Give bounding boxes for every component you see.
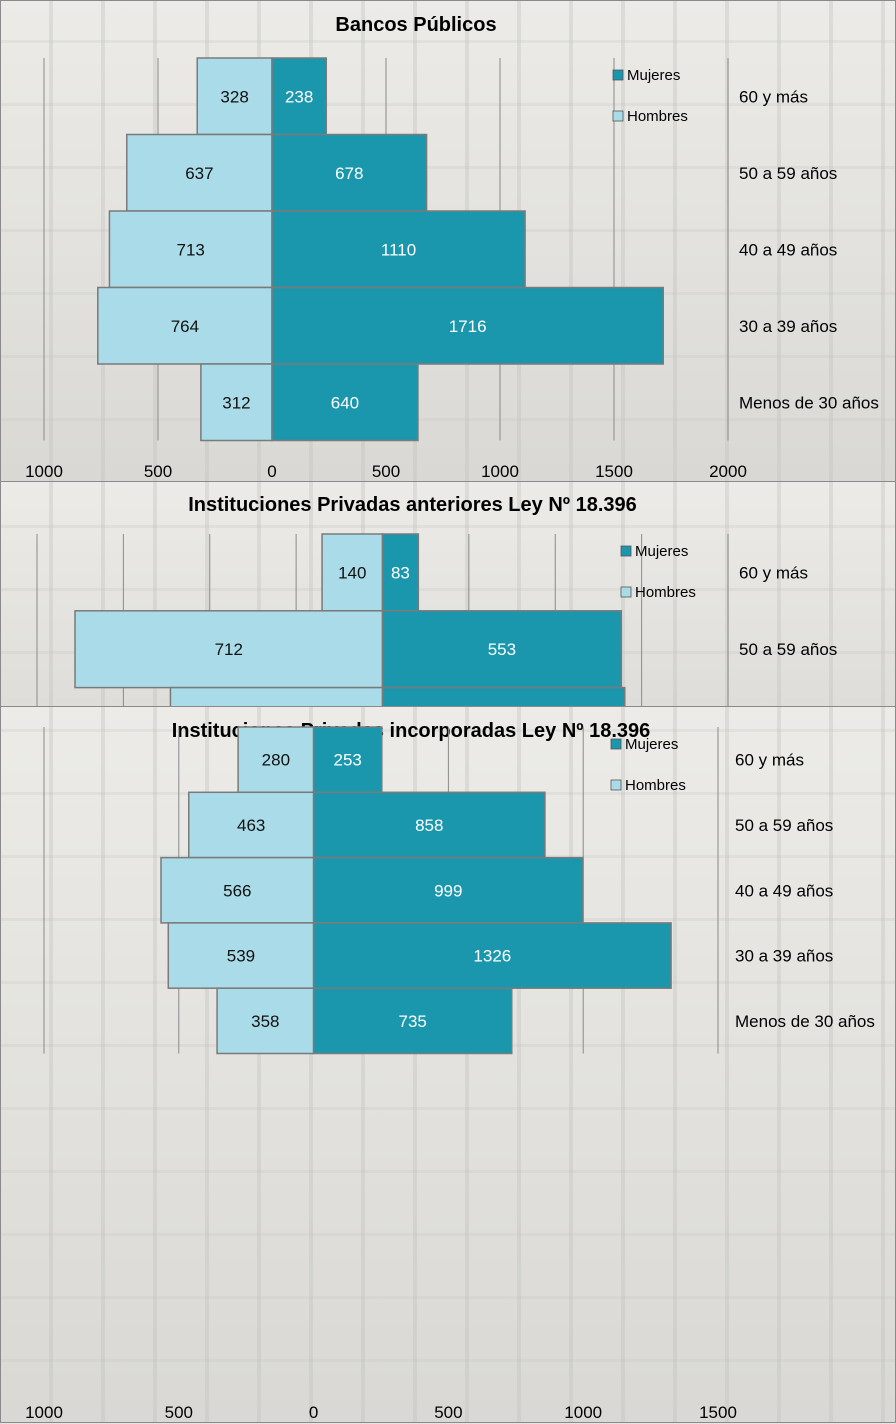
category-label: 50 a 59 años xyxy=(739,164,837,183)
category-label: 30 a 39 años xyxy=(739,317,837,336)
legend-swatch-mujeres xyxy=(612,69,624,81)
x-tick-label: 1500 xyxy=(699,1403,737,1422)
data-label-mujeres: 735 xyxy=(398,1012,426,1031)
bar-mujeres xyxy=(271,57,328,136)
data-label-hombres: 566 xyxy=(223,881,251,900)
data-label-mujeres: 253 xyxy=(334,751,362,770)
bar-hombres xyxy=(108,210,273,289)
data-label-hombres: 140 xyxy=(338,563,366,582)
legend-label-mujeres: Mujeres xyxy=(625,736,678,753)
bar-mujeres xyxy=(271,133,428,212)
legend-label-hombres: Hombres xyxy=(635,584,696,601)
bar-mujeres xyxy=(271,363,419,442)
chart-legend: Mujeres Hombres xyxy=(610,736,686,794)
data-label-hombres: 539 xyxy=(227,947,255,966)
x-tick-label: 500 xyxy=(372,462,400,481)
bar-mujeres xyxy=(312,726,383,794)
x-tick-label: 0 xyxy=(267,462,276,481)
bar-hombres xyxy=(188,791,315,859)
data-label-mujeres: 1110 xyxy=(381,240,416,259)
bar-hombres xyxy=(167,922,315,989)
data-label-hombres: 328 xyxy=(220,87,248,106)
bar-mujeres xyxy=(312,791,546,859)
data-label-hombres: 713 xyxy=(177,240,205,259)
data-label-mujeres: 553 xyxy=(488,640,516,659)
legend-swatch-hombres xyxy=(612,110,624,122)
x-tick-label: 500 xyxy=(144,462,172,481)
chart-panel-bancos-publicos: Bancos Públicos 328 238 60 y más 637 678 50 a … xyxy=(0,0,896,482)
category-label: 40 a 49 años xyxy=(735,881,833,900)
x-tick-label: 1500 xyxy=(595,462,633,481)
category-label: 30 a 39 años xyxy=(735,947,833,966)
category-label: 60 y más xyxy=(735,751,804,770)
data-label-hombres: 358 xyxy=(251,1012,279,1031)
x-tick-label: 500 xyxy=(165,1403,193,1422)
legend-label-mujeres: Mujeres xyxy=(627,67,680,84)
bar-mujeres xyxy=(381,610,623,689)
data-label-mujeres: 238 xyxy=(285,87,313,106)
legend-swatch-hombres xyxy=(610,779,622,791)
bar-hombres xyxy=(200,363,273,442)
category-label: Menos de 30 años xyxy=(739,393,879,412)
pyramid-chart-privadas-incorporadas: Instituciones Privadas incorporadas Ley … xyxy=(25,720,875,1422)
category-label: 50 a 59 años xyxy=(739,640,837,659)
data-label-hombres: 764 xyxy=(171,317,199,336)
chart-panel-privadas-incorporadas: Instituciones Privadas incorporadas Ley … xyxy=(0,706,896,1423)
chart-legend: Mujeres Hombres xyxy=(620,543,696,601)
data-label-mujeres: 1716 xyxy=(449,317,487,336)
bar-mujeres xyxy=(271,286,664,365)
category-label: Menos de 30 años xyxy=(735,1012,875,1031)
bar-mujeres xyxy=(381,533,420,612)
bar-mujeres xyxy=(312,987,513,1055)
bar-mujeres xyxy=(312,856,584,924)
category-label: 60 y más xyxy=(739,87,808,106)
chart-title: Instituciones Privadas anteriores Ley Nº… xyxy=(188,494,637,516)
x-tick-label: 1000 xyxy=(25,462,63,481)
data-label-hombres: 637 xyxy=(185,164,213,183)
data-label-mujeres: 999 xyxy=(434,881,462,900)
category-label: 60 y más xyxy=(739,563,808,582)
bar-hombres xyxy=(237,726,315,794)
data-label-mujeres: 640 xyxy=(331,393,359,412)
category-label: 40 a 49 años xyxy=(739,240,837,259)
legend-label-mujeres: Mujeres xyxy=(635,543,688,560)
bar-hombres xyxy=(74,610,384,689)
x-tick-label: 1000 xyxy=(481,462,519,481)
data-label-mujeres: 83 xyxy=(391,563,410,582)
x-tick-label: 2000 xyxy=(709,462,747,481)
legend-swatch-hombres xyxy=(620,586,632,598)
bar-hombres xyxy=(160,856,315,924)
x-tick-label: 1000 xyxy=(564,1403,602,1422)
legend-swatch-mujeres xyxy=(620,545,632,557)
data-label-mujeres: 678 xyxy=(335,164,363,183)
category-label: 50 a 59 años xyxy=(735,816,833,835)
legend-swatch-mujeres xyxy=(610,738,622,750)
x-tick-label: 1000 xyxy=(25,1403,63,1422)
chart-legend: Mujeres Hombres xyxy=(612,67,688,125)
bar-hombres xyxy=(126,133,273,212)
legend-label-hombres: Hombres xyxy=(627,108,688,125)
data-label-mujeres: 1326 xyxy=(473,947,511,966)
legend-label-hombres: Hombres xyxy=(625,777,686,794)
data-label-hombres: 463 xyxy=(237,816,265,835)
data-label-hombres: 280 xyxy=(262,751,290,770)
data-label-hombres: 712 xyxy=(215,640,243,659)
data-label-hombres: 312 xyxy=(222,393,250,412)
pyramid-chart-bancos-publicos: Bancos Públicos 328 238 60 y más 637 678 50 a … xyxy=(25,14,879,481)
data-label-mujeres: 858 xyxy=(415,816,443,835)
bar-mujeres xyxy=(271,210,526,289)
bar-hombres xyxy=(216,987,315,1055)
chart-title: Bancos Públicos xyxy=(335,14,496,36)
bar-mujeres xyxy=(312,922,672,989)
x-tick-label: 500 xyxy=(434,1403,462,1422)
bar-hombres xyxy=(321,533,384,612)
x-tick-label: 0 xyxy=(309,1403,318,1422)
